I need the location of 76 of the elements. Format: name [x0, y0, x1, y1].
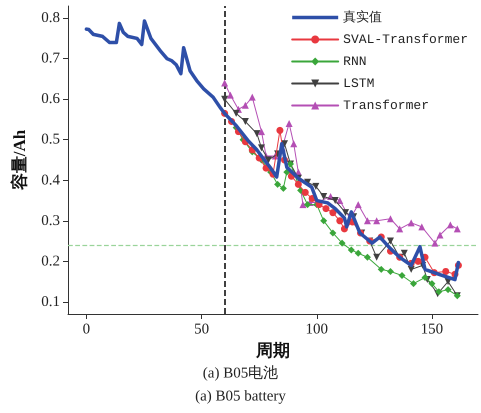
point	[386, 238, 394, 245]
point	[221, 96, 228, 103]
point	[320, 192, 328, 200]
point	[320, 217, 328, 224]
point	[444, 286, 452, 294]
point	[258, 144, 265, 152]
point	[299, 201, 306, 208]
text: (a) B05电池	[202, 364, 278, 382]
point	[414, 258, 422, 265]
point	[322, 205, 330, 212]
point	[336, 217, 344, 224]
point	[400, 250, 408, 257]
point	[364, 254, 371, 261]
point	[364, 217, 371, 224]
x-tick-label: 150	[420, 322, 444, 338]
point	[332, 197, 339, 204]
point	[373, 254, 380, 261]
x-axis-title: 周期	[255, 340, 290, 360]
y-tick-label: 0.1	[41, 294, 60, 310]
point	[454, 225, 461, 232]
y-axis-title: 容量/Ah	[10, 129, 29, 192]
point	[242, 102, 249, 109]
point	[329, 209, 336, 216]
point	[232, 110, 240, 117]
point	[294, 180, 302, 188]
y-tick-label: 0.2	[41, 253, 60, 270]
point	[338, 240, 346, 247]
point	[221, 80, 228, 86]
point	[302, 188, 309, 196]
point	[329, 229, 336, 236]
point	[408, 219, 415, 226]
point	[436, 231, 444, 238]
point	[276, 126, 284, 134]
point	[410, 280, 418, 288]
point	[248, 94, 256, 101]
point	[348, 246, 355, 254]
point	[446, 221, 454, 228]
y-tick-label: 0.6	[41, 91, 60, 108]
point	[428, 280, 436, 288]
point	[342, 209, 350, 216]
point	[274, 180, 282, 188]
point	[418, 223, 426, 230]
point	[386, 268, 394, 275]
legend-label: 真实值	[343, 10, 382, 25]
x-tick-label: 0	[82, 322, 90, 338]
point	[373, 217, 380, 224]
point	[253, 130, 260, 138]
point	[258, 128, 265, 136]
y-tick-label: 0.5	[41, 132, 60, 148]
x-tick-label: 50	[194, 322, 210, 338]
legend-label: Transformer	[343, 98, 430, 113]
text: (a) B05 battery	[195, 388, 286, 404]
point	[336, 197, 344, 204]
point	[354, 201, 362, 208]
point	[290, 140, 298, 148]
point	[396, 225, 404, 232]
legend-label: SVAL-Transformer	[343, 32, 468, 47]
y-tick-label: 0.7	[41, 50, 60, 67]
point	[378, 266, 385, 273]
point	[242, 118, 249, 125]
legend-label: RNN	[343, 54, 367, 69]
point	[264, 156, 272, 164]
legend-label: LSTM	[343, 76, 374, 91]
point	[386, 215, 394, 222]
y-tick-label: 0.4	[41, 172, 60, 188]
point	[280, 184, 287, 192]
x-tick-label: 100	[306, 322, 328, 338]
point	[286, 120, 293, 128]
point	[354, 250, 362, 257]
point	[226, 92, 234, 99]
point	[312, 182, 320, 190]
y-tick-label: 0.3	[41, 212, 60, 229]
point	[431, 240, 438, 247]
y-tick-label: 0.8	[41, 10, 60, 26]
point	[442, 268, 450, 275]
point	[398, 272, 406, 279]
